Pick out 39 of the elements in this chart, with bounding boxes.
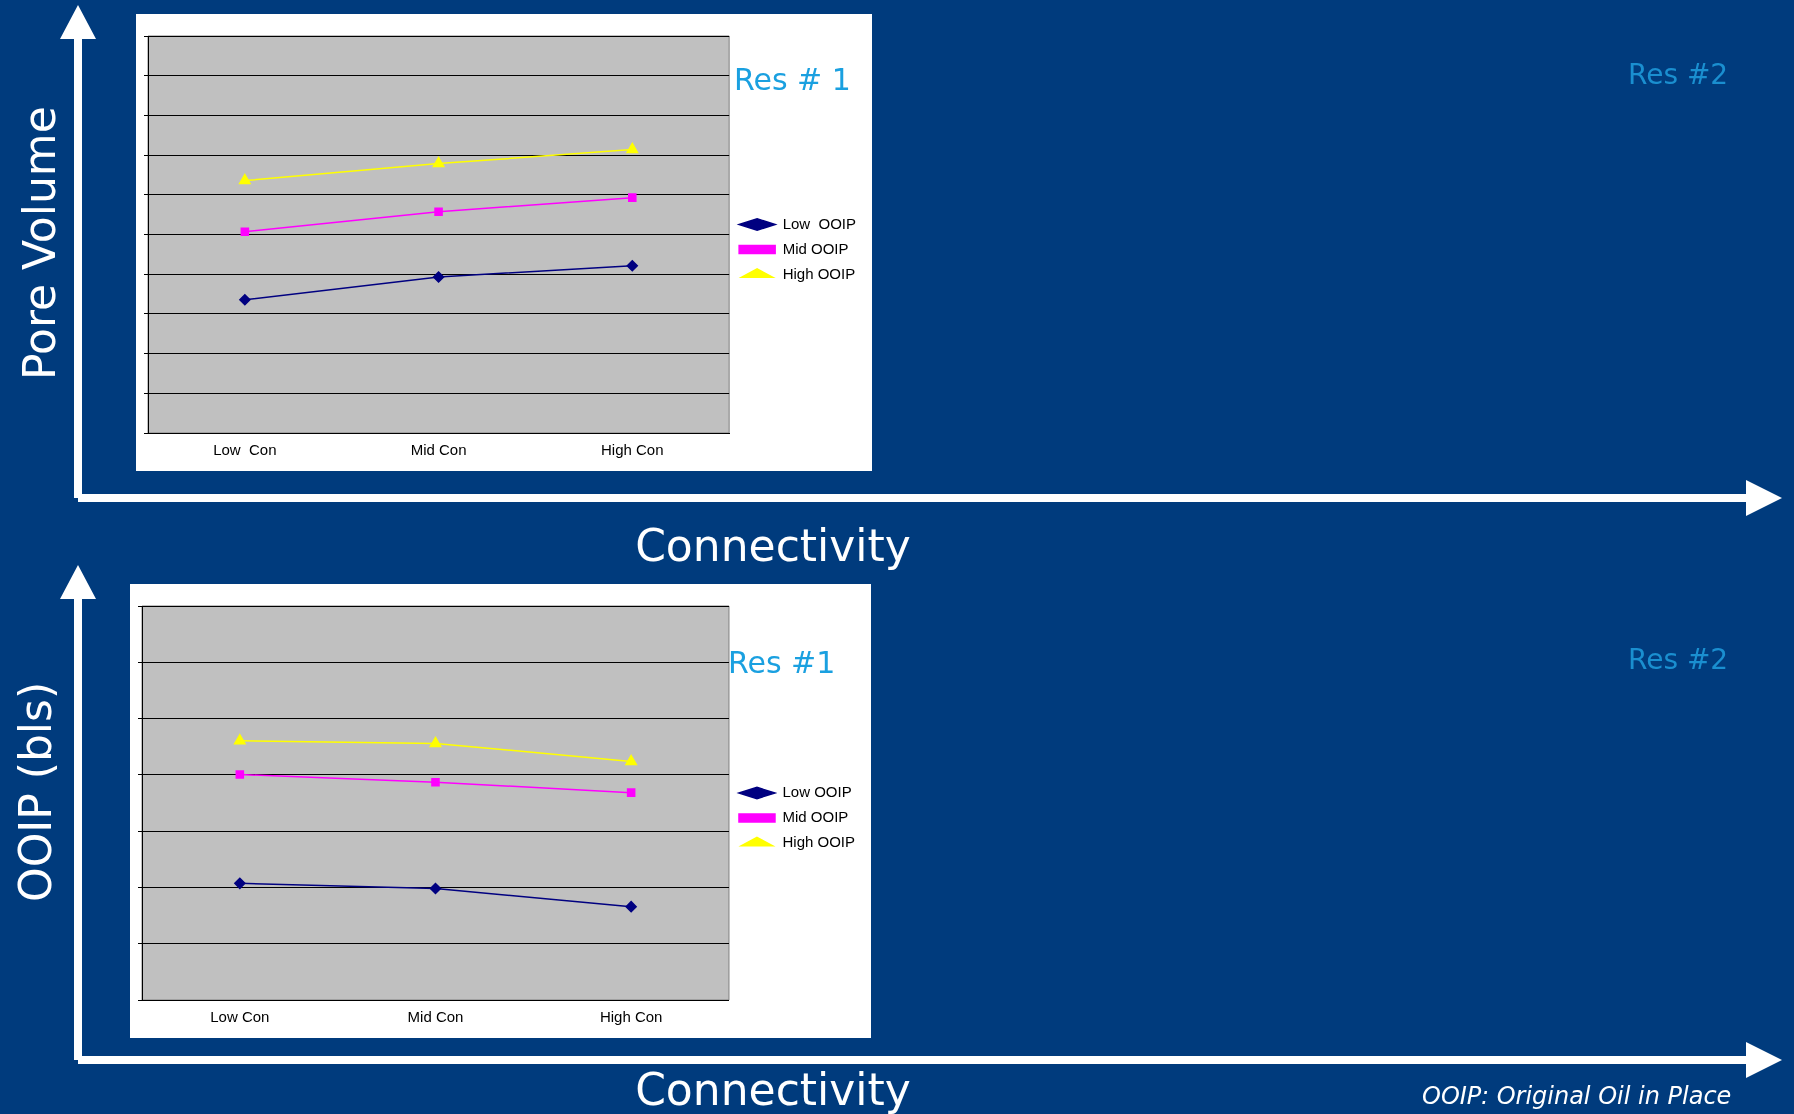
x-tick-label: Low Con [210,1008,270,1026]
x-tick-label: Low Con [213,441,277,459]
point [429,736,442,748]
point [431,777,440,787]
point [233,734,246,745]
point [434,207,443,217]
point [628,193,637,202]
x-tick-label: High Con [599,1008,663,1026]
point [626,259,639,272]
text: OOIP: Original Oil in Place [1422,1082,1732,1110]
y-axis-title: Pore Volume [14,106,65,380]
point [239,293,251,306]
point [235,770,245,779]
point [429,882,442,895]
x-axis-title: Connectivity [635,1064,911,1114]
y-axis-title: OOIP (bls) [10,681,61,902]
point [432,156,445,168]
x-tick-label: High Con [601,441,664,459]
point [234,877,246,890]
text: Res #2 [1628,643,1729,676]
text: Res #2 [1628,58,1729,91]
legend-label: High OOIP [782,264,856,282]
text: Res # 1 [734,62,851,97]
legend-label: Low OOIP [782,214,856,232]
point [240,227,250,236]
x-tick-label: Mid Con [407,1008,464,1026]
chart-title: Res #1 [728,645,836,680]
point [626,788,636,797]
legend-label: High OOIP [782,833,856,851]
x-axis-title: Connectivity [635,520,911,571]
legend-label: Mid OOIP [782,808,849,826]
point [238,173,251,185]
point [626,142,639,154]
legend-label: Mid OOIP [782,239,849,257]
x-tick-label: Mid Con [410,441,467,459]
legend-label: Low OOIP [782,783,852,801]
point [432,271,445,283]
point [625,900,637,913]
point [625,754,638,766]
